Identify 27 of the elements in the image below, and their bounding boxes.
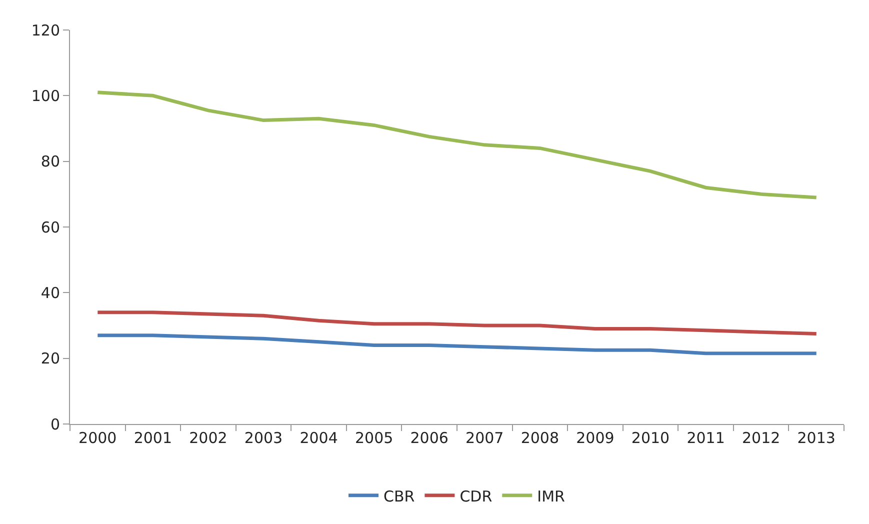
x-tick-label: 2011 <box>686 429 725 447</box>
y-tick-label: 0 <box>50 415 60 434</box>
y-tick-label: 120 <box>31 21 60 40</box>
legend-label: IMR <box>537 487 565 506</box>
y-tick-label: 80 <box>40 152 60 171</box>
x-tick-label: 2008 <box>520 429 560 447</box>
x-tick-label: 2002 <box>189 429 228 447</box>
x-tick-label: 2000 <box>78 429 117 447</box>
line-series <box>96 90 818 200</box>
x-tick-label: 2010 <box>631 429 670 447</box>
x-tick-label: 2007 <box>466 429 504 447</box>
x-tick-label: 2013 <box>797 429 836 447</box>
y-tick-label: 20 <box>40 350 60 368</box>
x-tick-label: 2006 <box>410 429 448 447</box>
line-series <box>96 334 818 356</box>
legend-label: CDR <box>460 487 492 506</box>
x-tick-label: 2005 <box>354 429 394 447</box>
x-tick-label: 2001 <box>134 429 172 447</box>
x-tick-label: 2003 <box>244 429 283 447</box>
x-tick-label: 2009 <box>576 429 614 447</box>
legend-label: CBR <box>384 487 415 506</box>
line-series <box>96 310 818 336</box>
y-tick-label: 40 <box>40 284 60 302</box>
x-tick-label: 2004 <box>300 429 338 447</box>
x-tick-label: 2012 <box>742 429 780 447</box>
y-tick-label: 100 <box>31 86 60 105</box>
y-tick-label: 60 <box>40 218 60 236</box>
